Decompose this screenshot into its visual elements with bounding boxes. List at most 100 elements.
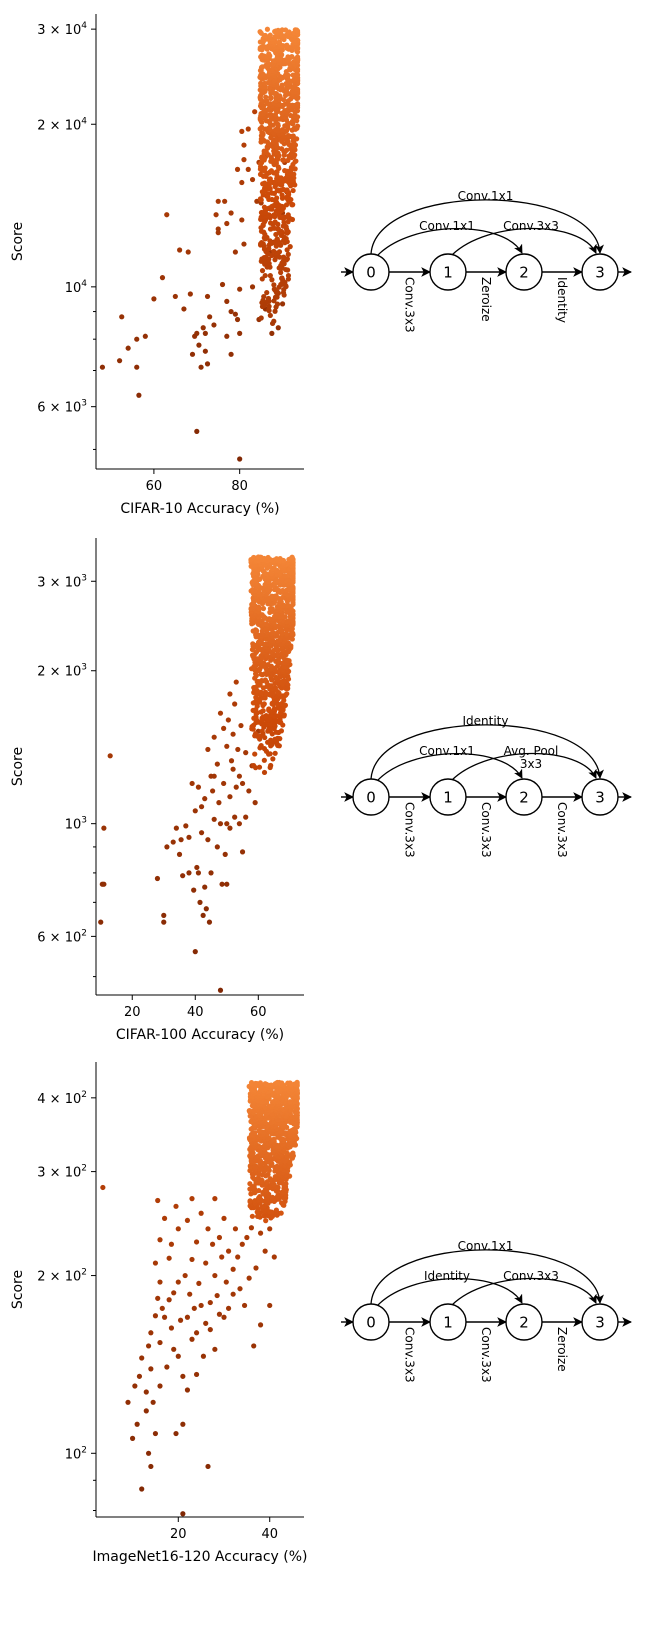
data-point — [211, 816, 217, 822]
data-point — [125, 345, 131, 351]
data-point — [258, 315, 264, 321]
data-point — [271, 248, 277, 254]
data-point — [251, 762, 257, 769]
x-tick-label: 20 — [170, 1527, 187, 1542]
data-point — [269, 190, 275, 196]
data-point — [246, 1107, 253, 1114]
data-point — [198, 830, 205, 836]
data-point — [239, 128, 245, 134]
data-point — [214, 761, 220, 767]
chain-edge-label: Conv.3x3 — [479, 1327, 493, 1383]
data-point — [268, 94, 274, 100]
y-tick-label: 3 × 104 — [37, 21, 87, 38]
data-point — [139, 1486, 145, 1492]
data-point — [101, 825, 107, 831]
data-point — [279, 275, 285, 281]
data-point — [271, 318, 277, 324]
data-point — [196, 342, 202, 348]
data-point — [267, 751, 273, 757]
arc-0-2-label: Conv.1x1 — [419, 744, 475, 758]
data-point — [267, 238, 273, 244]
data-point — [257, 1230, 264, 1236]
data-point — [212, 1272, 218, 1279]
scatter-points — [98, 679, 261, 993]
data-point — [154, 875, 161, 882]
data-point — [284, 247, 290, 253]
y-tick-label: 103 — [65, 816, 87, 833]
data-point — [212, 1196, 218, 1202]
data-point — [239, 1241, 245, 1247]
data-point — [290, 1150, 296, 1156]
data-point — [267, 1302, 273, 1309]
data-point — [155, 1197, 161, 1204]
data-point — [259, 124, 265, 130]
data-point — [143, 1389, 149, 1395]
x-tick-label: 40 — [261, 1527, 278, 1542]
data-point — [253, 627, 259, 633]
data-point — [278, 728, 285, 734]
data-point — [294, 1079, 300, 1085]
data-point — [224, 821, 230, 827]
data-point — [262, 1081, 268, 1087]
data-point — [209, 1241, 216, 1247]
data-point — [186, 870, 192, 876]
data-point — [214, 844, 220, 850]
data-point — [237, 286, 243, 292]
node-2 — [505, 1303, 543, 1341]
data-point — [187, 291, 193, 297]
node-label: 2 — [519, 264, 529, 282]
data-point — [152, 1430, 159, 1437]
data-point — [273, 556, 280, 562]
data-point — [215, 230, 221, 236]
data-point — [228, 210, 234, 216]
arc-0-3 — [370, 199, 604, 255]
data-point — [221, 780, 227, 787]
data-point — [254, 198, 260, 204]
cell-diagram-2: Conv.3x3 Conv.3x3 Conv.3x3 Identity Conv.1x1… — [341, 714, 632, 858]
data-point — [281, 97, 287, 103]
data-point — [281, 254, 287, 260]
data-point — [197, 899, 203, 905]
data-point — [261, 757, 267, 763]
data-point — [262, 165, 268, 171]
data-point — [283, 147, 290, 153]
y-tick-label: 2 × 103 — [37, 663, 87, 680]
data-point — [200, 1353, 207, 1359]
x-tick-label: 80 — [231, 479, 248, 494]
data-point — [210, 788, 216, 794]
data-point — [255, 554, 261, 560]
data-point — [194, 428, 200, 434]
data-point — [252, 699, 259, 705]
arc-0-3 — [370, 724, 604, 780]
data-point — [232, 814, 238, 820]
x-axis-label: ImageNet16-120 Accuracy (%) — [92, 1549, 307, 1565]
data-point — [234, 166, 241, 172]
data-point — [178, 837, 184, 843]
arc-1-3 — [451, 227, 597, 256]
node-label: 3 — [595, 1314, 605, 1332]
node-label: 3 — [595, 789, 605, 807]
data-point — [171, 1290, 177, 1296]
data-point — [294, 123, 301, 129]
data-point — [148, 1463, 154, 1470]
data-point — [148, 1330, 154, 1336]
data-point — [278, 1210, 284, 1216]
y-tick-label: 2 × 104 — [37, 116, 87, 133]
data-point — [257, 1080, 263, 1086]
y-tick-label: 3 × 102 — [37, 1164, 87, 1181]
data-point — [157, 1339, 163, 1346]
arc-0-2 — [376, 227, 523, 257]
data-point — [228, 351, 234, 357]
data-point — [225, 1305, 232, 1311]
data-point — [189, 780, 195, 787]
data-point — [263, 1218, 269, 1224]
data-point — [272, 685, 278, 691]
data-point — [184, 1314, 191, 1320]
data-point — [274, 1079, 280, 1086]
data-point — [271, 1254, 277, 1260]
data-point — [136, 1373, 143, 1379]
data-point — [132, 1383, 138, 1389]
chain-edge-label: Zeroize — [479, 277, 493, 322]
data-point — [187, 1291, 193, 1297]
data-point — [221, 1314, 227, 1320]
